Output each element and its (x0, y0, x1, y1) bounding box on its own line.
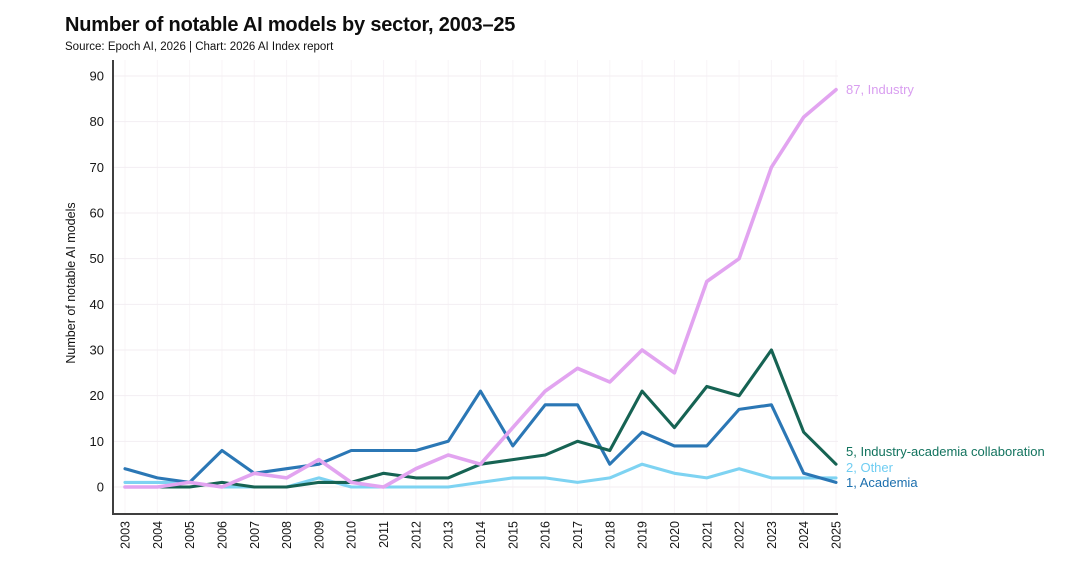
x-tick-2018: 2018 (603, 521, 617, 549)
x-tick-2005: 2005 (183, 521, 197, 549)
x-tick-2016: 2016 (539, 521, 553, 549)
y-tick-10: 10 (90, 434, 104, 449)
x-tick-2008: 2008 (280, 521, 294, 549)
x-tick-2003: 2003 (119, 521, 133, 549)
y-tick-40: 40 (90, 297, 104, 312)
x-tick-2007: 2007 (248, 521, 262, 549)
x-tick-2019: 2019 (636, 521, 650, 549)
x-tick-2010: 2010 (345, 521, 359, 549)
x-tick-2017: 2017 (571, 521, 585, 549)
x-tick-2023: 2023 (765, 521, 779, 549)
end-label-academia: 1, Academia (846, 475, 918, 490)
y-tick-80: 80 (90, 114, 104, 129)
line-academia (123, 389, 838, 484)
x-tick-2020: 2020 (668, 521, 682, 549)
line-industry (123, 87, 838, 489)
x-tick-2021: 2021 (700, 521, 714, 549)
y-tick-20: 20 (90, 388, 104, 403)
end-label-industry-academia-collaboration: 5, Industry-academia collaboration (846, 444, 1045, 459)
axis-lines (112, 60, 838, 515)
y-tick-70: 70 (90, 160, 104, 175)
x-tick-2024: 2024 (797, 521, 811, 549)
y-tick-50: 50 (90, 251, 104, 266)
y-tick-60: 60 (90, 205, 104, 220)
end-label-industry: 87, Industry (846, 82, 914, 97)
x-tick-2011: 2011 (377, 521, 391, 548)
x-tick-2025: 2025 (830, 521, 844, 549)
x-tick-2006: 2006 (215, 521, 229, 549)
y-tick-0: 0 (97, 480, 104, 495)
chart-title: Number of notable AI models by sector, 2… (65, 14, 516, 36)
x-tick-2012: 2012 (409, 521, 423, 549)
x-tick-2009: 2009 (312, 521, 326, 549)
y-tick-30: 30 (90, 342, 104, 357)
x-tick-2013: 2013 (442, 521, 456, 549)
x-tick-2015: 2015 (506, 521, 520, 549)
x-tick-2004: 2004 (151, 521, 165, 549)
x-tick-2014: 2014 (474, 521, 488, 549)
end-label-other: 2, Other (846, 460, 894, 475)
chart-source: Source: Epoch AI, 2026 | Chart: 2026 AI … (65, 41, 334, 53)
x-tick-2022: 2022 (733, 521, 747, 549)
y-tick-90: 90 (90, 68, 104, 83)
